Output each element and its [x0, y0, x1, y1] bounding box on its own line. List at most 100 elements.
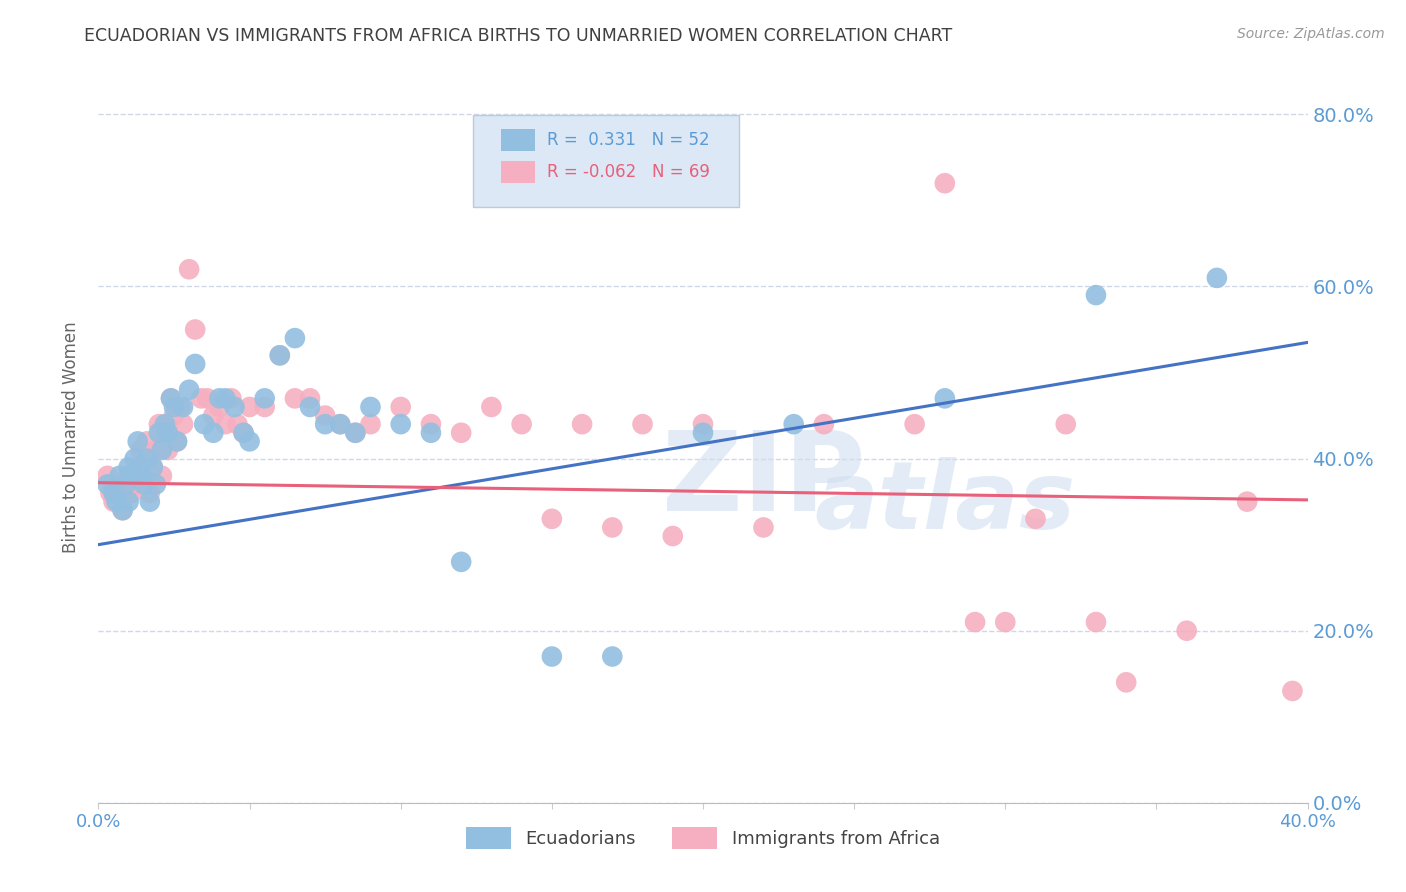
Point — [179, 383, 201, 397]
Point — [163, 409, 186, 423]
Point — [450, 555, 472, 569]
Point — [934, 176, 956, 190]
Point — [994, 615, 1017, 629]
Point — [965, 615, 987, 629]
Point — [661, 529, 683, 543]
FancyBboxPatch shape — [501, 161, 534, 183]
Point — [132, 468, 155, 483]
Point — [934, 392, 956, 406]
Point — [121, 468, 143, 483]
Point — [692, 425, 714, 440]
Point — [360, 400, 382, 414]
Point — [127, 434, 149, 449]
Point — [111, 503, 134, 517]
Point — [139, 494, 162, 508]
Point — [150, 442, 173, 457]
Point — [129, 468, 152, 483]
Point — [103, 486, 125, 500]
Point — [232, 425, 254, 440]
Point — [148, 425, 170, 440]
FancyBboxPatch shape — [474, 115, 740, 207]
Text: Source: ZipAtlas.com: Source: ZipAtlas.com — [1237, 27, 1385, 41]
Point — [602, 520, 624, 534]
Point — [160, 392, 183, 406]
Point — [184, 322, 207, 336]
FancyBboxPatch shape — [501, 129, 534, 151]
Point — [692, 417, 714, 432]
Point — [389, 400, 412, 414]
Point — [284, 392, 307, 406]
Point — [160, 392, 183, 406]
Point — [145, 477, 167, 491]
Point — [108, 486, 131, 500]
Point — [190, 392, 212, 406]
Point — [540, 512, 562, 526]
Point — [202, 409, 225, 423]
Point — [163, 400, 186, 414]
Point — [1085, 615, 1108, 629]
Point — [420, 425, 443, 440]
Point — [103, 494, 125, 508]
Point — [166, 434, 188, 449]
Point — [344, 425, 367, 440]
Point — [135, 434, 157, 449]
Point — [172, 400, 194, 414]
Point — [184, 357, 207, 371]
Legend: Ecuadorians, Immigrants from Africa: Ecuadorians, Immigrants from Africa — [458, 820, 948, 856]
Point — [118, 494, 141, 508]
Point — [299, 400, 322, 414]
Point — [166, 434, 188, 449]
Point — [118, 468, 141, 483]
Point — [129, 442, 152, 457]
Text: atlas: atlas — [814, 457, 1076, 549]
Point — [631, 417, 654, 432]
Point — [127, 460, 149, 475]
Point — [169, 400, 191, 414]
Text: R = -0.062   N = 69: R = -0.062 N = 69 — [547, 162, 710, 180]
Point — [179, 262, 201, 277]
Point — [124, 477, 146, 491]
Point — [114, 477, 136, 491]
Point — [153, 417, 176, 432]
Point — [100, 486, 122, 500]
Point — [1281, 684, 1303, 698]
Point — [389, 417, 412, 432]
Point — [148, 417, 170, 432]
Point — [314, 417, 336, 432]
Point — [1024, 512, 1046, 526]
Point — [1206, 271, 1229, 285]
Point — [540, 649, 562, 664]
Point — [329, 417, 352, 432]
Point — [202, 425, 225, 440]
Point — [269, 348, 291, 362]
Point — [153, 425, 176, 440]
Point — [232, 425, 254, 440]
Point — [253, 392, 276, 406]
Point — [150, 468, 173, 483]
Point — [510, 417, 533, 432]
Point — [284, 331, 307, 345]
Point — [96, 468, 118, 483]
Point — [329, 417, 352, 432]
Text: ZIP: ZIP — [662, 427, 865, 534]
Point — [124, 451, 146, 466]
Point — [118, 460, 141, 475]
Point — [299, 392, 322, 406]
Point — [193, 417, 215, 432]
Point — [105, 494, 128, 508]
Point — [142, 460, 165, 475]
Point — [135, 451, 157, 466]
Point — [114, 477, 136, 491]
Point — [105, 477, 128, 491]
Point — [156, 442, 179, 457]
Point — [226, 417, 249, 432]
Point — [360, 417, 382, 432]
Point — [1175, 624, 1198, 638]
Point — [208, 392, 231, 406]
Point — [450, 425, 472, 440]
Point — [1085, 288, 1108, 302]
Text: ECUADORIAN VS IMMIGRANTS FROM AFRICA BIRTHS TO UNMARRIED WOMEN CORRELATION CHART: ECUADORIAN VS IMMIGRANTS FROM AFRICA BIR… — [84, 27, 953, 45]
Point — [1054, 417, 1077, 432]
Point — [224, 400, 246, 414]
Point — [121, 486, 143, 500]
